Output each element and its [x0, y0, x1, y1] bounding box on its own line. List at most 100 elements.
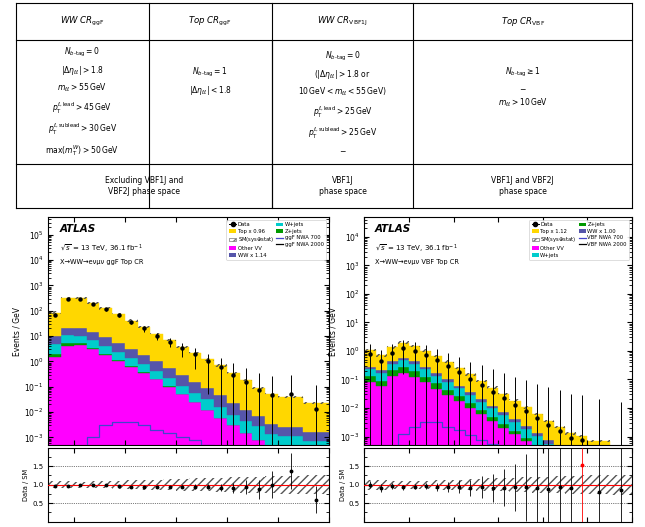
Bar [112, 314, 125, 343]
Bar [476, 414, 487, 527]
Bar [498, 415, 510, 424]
Bar [387, 481, 398, 489]
Bar [125, 480, 137, 489]
Bar [531, 413, 543, 415]
Bar [610, 468, 632, 471]
Text: VBF1J and VBF2J
phase space: VBF1J and VBF2J phase space [491, 175, 554, 197]
Bar [61, 343, 74, 346]
Bar [387, 346, 398, 349]
Bar [432, 376, 442, 383]
Bar [476, 399, 487, 402]
Bar [487, 408, 498, 417]
Bar [565, 476, 577, 494]
Bar [565, 466, 577, 527]
Bar [176, 347, 188, 375]
Bar [387, 347, 398, 361]
Bar [303, 455, 329, 527]
Bar [252, 388, 265, 416]
Y-axis label: Events / GeV: Events / GeV [12, 307, 21, 356]
Text: X→WW→eνμν ggF Top CR: X→WW→eνμν ggF Top CR [59, 259, 143, 265]
Bar [453, 388, 465, 396]
Bar [278, 436, 303, 451]
Bar [99, 355, 112, 527]
Bar [99, 337, 112, 346]
Bar [398, 341, 409, 344]
Bar [125, 358, 137, 366]
Bar [442, 389, 453, 395]
Bar [61, 481, 74, 488]
Bar [398, 481, 409, 489]
Bar [554, 461, 565, 527]
Bar [303, 475, 329, 494]
Bar [543, 421, 554, 441]
Bar [387, 370, 398, 376]
Bar [86, 302, 99, 331]
Bar [487, 386, 498, 389]
Bar [465, 392, 476, 395]
Bar [48, 357, 61, 527]
Bar [201, 410, 214, 527]
Bar [240, 433, 252, 527]
Bar [510, 431, 521, 434]
Bar [531, 414, 543, 433]
Bar [303, 402, 329, 404]
Bar [442, 379, 453, 382]
Bar [227, 372, 240, 374]
Text: ATLAS: ATLAS [375, 224, 412, 234]
Bar [521, 407, 531, 426]
Bar [476, 381, 487, 399]
Bar [487, 479, 498, 491]
Bar [476, 380, 487, 382]
Bar [487, 387, 498, 406]
Legend: Data, Top x 1.12, SM(sys$\oplus$stat), Other VV, W+jets, Z+jets, WW x 1.00, VBF : Data, Top x 1.12, SM(sys$\oplus$stat), O… [529, 220, 630, 260]
Bar [577, 455, 588, 458]
Bar [265, 434, 278, 447]
Bar [554, 426, 565, 428]
Bar [278, 396, 303, 398]
Text: $WW$ CR$_{\rm VBF1J}$: $WW$ CR$_{\rm VBF1J}$ [317, 15, 368, 28]
Bar [398, 343, 409, 358]
Bar [150, 361, 163, 370]
Bar [387, 361, 398, 364]
Bar [588, 440, 610, 443]
Bar [498, 394, 510, 413]
Bar [510, 477, 521, 492]
Bar [398, 367, 409, 373]
Bar [240, 421, 252, 433]
Bar [510, 401, 521, 419]
Bar [420, 377, 432, 382]
Bar [125, 320, 137, 349]
Bar [240, 379, 252, 382]
Bar [278, 427, 303, 436]
Bar [442, 362, 453, 379]
Bar [137, 480, 150, 490]
Bar [61, 298, 74, 328]
Bar [610, 448, 632, 468]
Bar [86, 340, 99, 348]
Bar [214, 477, 227, 492]
Bar [531, 433, 543, 436]
Text: $N_{b\text{-tag}} \geq 1$
$-$
$m_{\ell\ell} > 10\,{\rm GeV}$: $N_{b\text{-tag}} \geq 1$ $-$ $m_{\ell\e… [498, 66, 548, 109]
Bar [163, 367, 176, 378]
Bar [74, 336, 86, 343]
Y-axis label: Data / SM: Data / SM [339, 469, 346, 501]
Bar [188, 393, 201, 402]
Bar [543, 419, 554, 422]
Bar [112, 360, 125, 362]
Bar [163, 340, 176, 367]
Bar [74, 298, 86, 328]
Bar [588, 465, 610, 478]
Text: $N_{b\text{-tag}} = 0$
$(|\Delta\eta_{\ell\ell}| > 1.8$ or
$10\,{\rm GeV} < m_{\: $N_{b\text{-tag}} = 0$ $(|\Delta\eta_{\e… [298, 50, 387, 154]
Bar [588, 475, 610, 494]
Bar [409, 371, 420, 377]
Bar [498, 478, 510, 491]
Bar [227, 403, 240, 415]
Bar [227, 373, 240, 403]
Bar [487, 406, 498, 408]
Bar [201, 359, 214, 388]
Bar [188, 402, 201, 527]
Bar [188, 353, 201, 382]
Bar [565, 455, 577, 466]
Bar [137, 364, 150, 373]
Bar [265, 393, 278, 395]
